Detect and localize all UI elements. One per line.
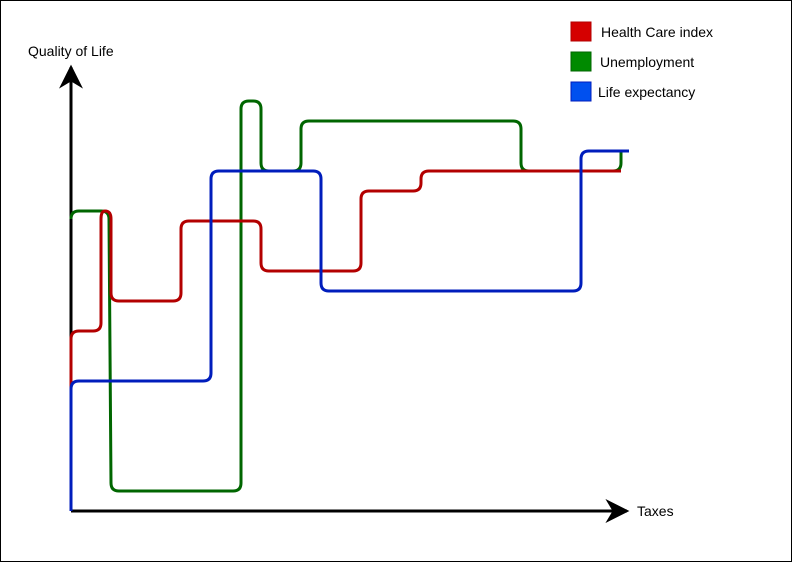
legend-label-life-expectancy: Life expectancy — [598, 84, 695, 100]
x-axis-label: Taxes — [637, 503, 674, 519]
life-expectancy-curve — [69, 149, 629, 511]
health-care-curve — [69, 169, 621, 511]
legend-label-unemployment: Unemployment — [600, 54, 694, 70]
legend-label-health-care: Health Care index — [601, 24, 713, 40]
legend-swatch-life-expectancy — [570, 81, 592, 102]
legend-swatch-unemployment — [570, 51, 592, 72]
legend-swatch-health-care — [570, 21, 592, 42]
unemployment-curve — [69, 99, 623, 493]
y-axis-label: Quality of Life — [28, 43, 114, 59]
legend: Health Care index Unemployment Life expe… — [570, 21, 713, 102]
